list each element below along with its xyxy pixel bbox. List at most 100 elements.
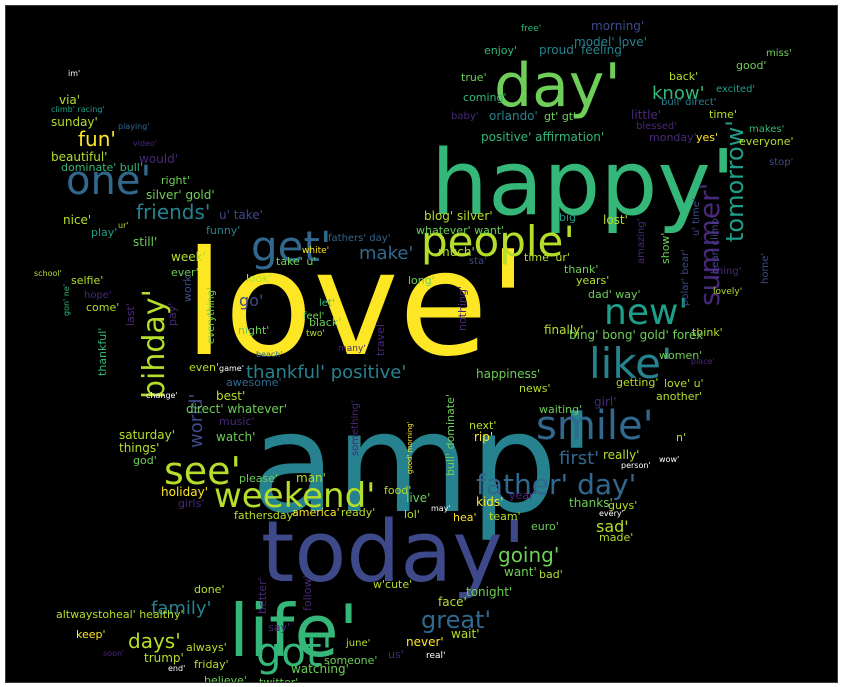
word-proud-feeling: proud' feeling' [539,43,625,57]
word-place: place' [691,357,715,366]
word-year: year' [509,489,537,502]
word-enjoy: enjoy' [484,44,517,57]
word-fun: fun' [78,127,116,151]
word-bad: bad' [539,568,563,581]
word-say: say' [268,621,290,634]
word-watch: watch' [216,430,255,444]
word-waiting: waiting' [539,403,582,416]
word-always: always' [186,641,227,654]
word-take-u: take' u' [276,255,316,268]
word-time-ur: time' ur' [524,251,570,264]
word-fathersday: fathersday' [234,509,296,522]
word-lol: lol' [404,508,420,521]
word-please: please' [239,472,278,485]
word-excited: excited' [716,84,755,95]
word-happiness: happiness' [476,367,540,381]
word-awesome: awesome' [226,376,281,389]
word-good: good' [736,59,766,72]
word-whatever-want: whatever' want' [416,224,504,237]
word-makes: makes' [749,124,784,135]
word-blog-silver: blog' silver' [424,209,493,223]
word-last: last' [124,303,137,326]
word-yes: yes' [696,131,718,144]
word-two: two' [306,329,325,339]
word-let: let' [319,298,335,309]
word-girls: girls' [178,497,204,510]
word-orlando: orlando' [489,109,538,123]
word-get: get' [251,222,332,271]
word-love: love' [184,220,528,389]
word-know: know' [652,83,705,104]
word-everything: everything' [206,287,217,344]
word-kids: kids' [476,495,503,509]
word-going: going' [498,543,559,567]
word-home: home' [760,253,771,284]
word-coming: coming' [463,91,507,104]
word-wow: wow' [659,455,679,464]
word-hea: hea' [453,511,477,524]
word-via: via' [59,93,80,107]
word-see: see' [164,449,241,493]
word-good-morning: good' morning' [406,421,414,474]
word-go: go' [239,291,263,310]
word-someone: someone' [324,654,377,667]
word-guys: guys' [608,499,637,512]
word-time: time' [709,108,737,121]
word-soon: soon' [103,649,124,658]
word-w-cute: w'cute' [373,578,412,591]
word-beautiful: beautiful' [51,150,107,164]
word-selfie: selfie' [71,274,103,287]
word-family: family' [151,598,212,619]
word-many: many' [338,344,366,354]
word-never: never' [406,635,444,649]
word-sta: sta' [469,256,487,267]
word-follow: follow' [301,576,314,611]
word-amp: amp' [251,383,596,544]
word-im: im' [68,69,80,78]
word-fathers-day: fathers' day' [328,233,390,244]
word-u-take: u' take' [219,208,263,222]
word-ever: ever' [171,266,199,279]
word-team: team' [489,510,521,523]
word-man: man' [296,471,326,485]
word-wait: wait' [451,627,480,641]
word-nice: nice' [63,213,91,227]
word-getting: getting' [616,376,658,389]
word-bihday: bihday' [137,289,172,399]
word-right: right' [161,174,190,187]
word-blessed: blessed' [636,121,677,132]
word-friends: friends' [136,200,210,224]
word-believe: believe' [204,674,247,682]
word-long: long' [408,274,435,287]
word-rip: rip' [474,430,493,444]
word-one: one' [66,158,151,204]
word-look: look' [246,272,272,285]
word-may: may' [431,504,451,513]
word-bull-direct: bull' direct' [661,97,717,108]
word-smile: smile' [536,403,654,449]
word-would: would' [139,152,178,166]
word-n: n' [676,431,686,444]
word-tomorrow: tomorrow' [721,120,749,242]
word-women: women' [659,349,702,362]
word-father-day: father' day' [476,468,636,501]
word-today: today' [261,503,526,602]
word-years: years' [576,274,609,287]
word-still: still' [133,235,157,249]
word-holiday: holiday' [161,485,208,499]
word-make: make' [359,243,413,264]
word-things: things' [119,441,159,455]
word-made: made' [599,531,633,544]
word-finally: finally' [544,323,584,337]
word-week: week' [171,250,206,264]
word-done: done' [194,583,224,596]
word-gt-gt: gt' gt' [544,110,576,123]
word-model-love: model' love' [574,35,647,49]
word-lovely: lovely' [713,287,742,297]
word-twitter: twitter' [259,676,298,682]
word-show: show' [659,233,672,264]
word-change: change' [146,391,178,400]
word-every: every' [599,509,624,518]
word-travel: travel' [374,321,387,356]
word-come: come' [86,301,119,314]
